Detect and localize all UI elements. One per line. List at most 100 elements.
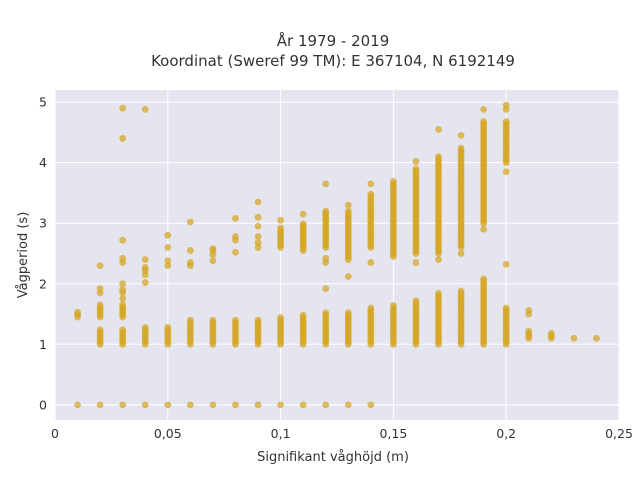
data-point <box>277 314 284 322</box>
data-point <box>367 180 375 188</box>
grid <box>54 90 620 420</box>
data-point <box>299 220 307 228</box>
data-point <box>232 214 239 222</box>
data-point <box>96 326 104 334</box>
data-point <box>435 290 442 297</box>
data-point <box>502 168 510 176</box>
data-point <box>164 231 172 239</box>
data-point <box>480 105 488 113</box>
data-point <box>209 401 217 409</box>
data-point <box>254 401 262 409</box>
data-point <box>186 316 194 324</box>
data-point <box>209 257 217 265</box>
data-point <box>299 210 307 218</box>
data-point <box>277 401 284 409</box>
data-point <box>457 287 465 295</box>
data-point <box>164 401 172 409</box>
data-point <box>390 178 397 185</box>
y-tick-label: 2 <box>39 276 47 291</box>
data-point <box>74 308 81 316</box>
data-point <box>367 304 375 312</box>
data-point <box>277 224 284 232</box>
data-point <box>254 239 262 246</box>
data-point <box>74 401 81 409</box>
data-point <box>141 264 149 271</box>
data-point <box>164 257 172 265</box>
data-point <box>367 190 375 198</box>
plot-area <box>55 90 619 420</box>
x-tick-label: 0,25 <box>605 426 633 441</box>
data-point <box>299 311 307 319</box>
data-point <box>435 125 442 133</box>
data-point <box>435 153 442 161</box>
data-point <box>96 285 104 293</box>
data-point <box>119 286 127 294</box>
data-point <box>570 334 578 342</box>
data-point <box>502 118 510 125</box>
x-tick-label: 0,1 <box>271 426 291 441</box>
data-point <box>119 104 127 112</box>
data-point <box>344 207 352 215</box>
data-point <box>344 401 352 409</box>
data-point <box>209 316 217 324</box>
data-point <box>232 233 239 240</box>
data-point <box>390 302 397 309</box>
data-point <box>186 247 194 254</box>
data-point <box>344 309 352 317</box>
data-point <box>547 330 555 337</box>
x-tick-label: 0 <box>51 426 59 441</box>
data-point <box>322 180 330 188</box>
y-tick-label: 1 <box>39 337 47 352</box>
data-point <box>322 309 330 317</box>
data-point <box>457 132 465 139</box>
data-points <box>74 101 600 409</box>
data-point <box>232 316 239 324</box>
data-point <box>480 275 488 283</box>
data-point <box>141 279 149 286</box>
data-point <box>141 256 149 263</box>
data-point <box>209 245 217 253</box>
data-point <box>119 401 127 409</box>
data-point <box>322 401 330 409</box>
data-point <box>96 401 104 409</box>
y-axis-label: Vågperiod (s) <box>16 212 31 299</box>
data-point <box>412 158 420 165</box>
data-point <box>119 135 127 142</box>
data-point <box>525 327 533 335</box>
data-point <box>254 244 262 251</box>
data-point <box>480 118 488 125</box>
x-tick-label: 0,05 <box>154 426 182 441</box>
data-point <box>525 307 533 314</box>
data-point <box>435 256 442 263</box>
data-point <box>502 101 510 109</box>
data-point <box>367 401 375 409</box>
data-point <box>412 165 420 173</box>
x-axis-ticks: 0 0,05 0,1 0,15 0,2 0,25 <box>51 426 633 441</box>
data-point <box>322 285 330 293</box>
x-axis-label: Signifikant våghöjd (m) <box>257 450 409 465</box>
y-tick-label: 5 <box>39 95 47 110</box>
data-point <box>141 105 149 113</box>
data-point <box>254 213 262 221</box>
x-tick-label: 0,2 <box>496 426 516 441</box>
y-tick-label: 0 <box>39 397 47 412</box>
data-point <box>593 334 600 342</box>
data-point <box>299 401 307 409</box>
data-point <box>412 297 420 305</box>
data-point <box>141 401 149 409</box>
data-point <box>457 250 465 257</box>
data-point <box>344 273 352 280</box>
data-point <box>141 323 149 331</box>
data-point <box>96 301 104 309</box>
data-point <box>119 254 127 262</box>
data-point <box>457 144 465 152</box>
data-point <box>96 262 104 269</box>
data-point <box>119 280 127 288</box>
data-point <box>232 401 239 409</box>
data-point <box>412 259 420 266</box>
data-point <box>164 323 172 331</box>
data-point <box>254 198 262 206</box>
data-point <box>254 233 262 240</box>
data-point <box>186 401 194 409</box>
